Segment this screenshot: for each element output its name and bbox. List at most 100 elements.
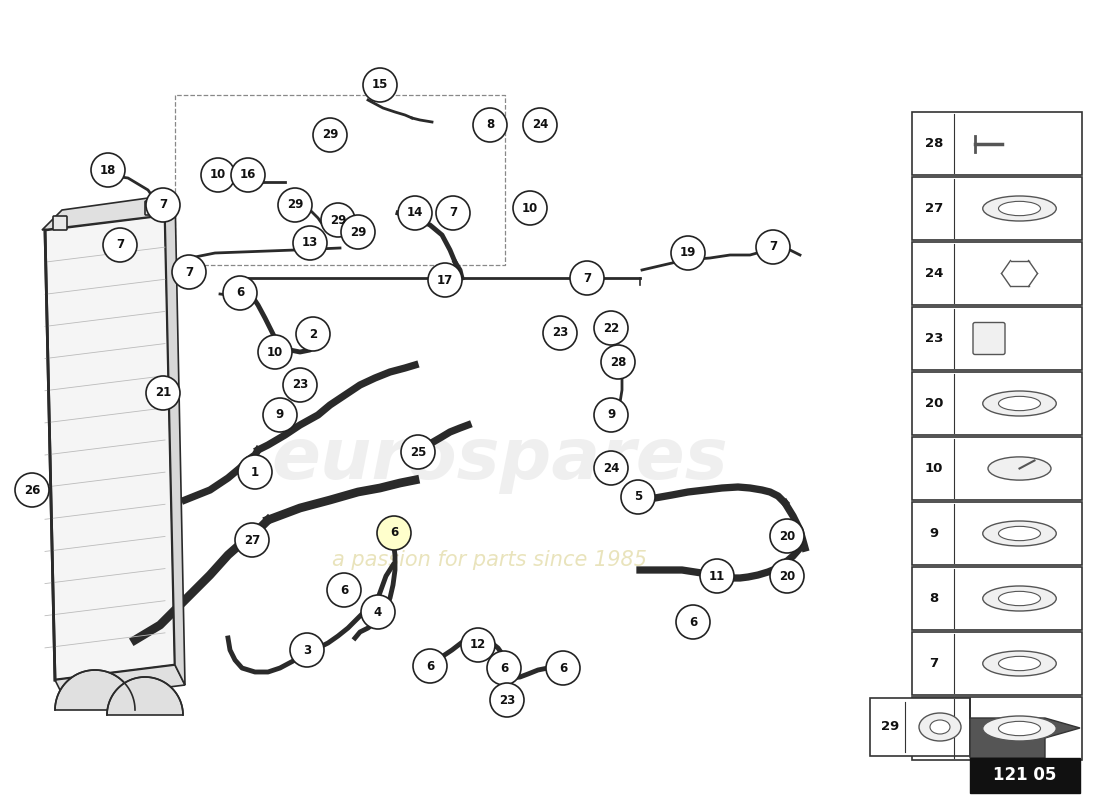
Circle shape [283,368,317,402]
Text: 27: 27 [244,534,260,546]
Circle shape [290,633,324,667]
Text: 22: 22 [603,322,619,334]
Text: 10: 10 [521,202,538,214]
Text: 8: 8 [486,118,494,131]
Circle shape [327,573,361,607]
Text: 7: 7 [158,198,167,211]
Circle shape [522,108,557,142]
Text: 23: 23 [925,332,943,345]
Ellipse shape [999,526,1041,541]
Circle shape [201,158,235,192]
FancyBboxPatch shape [912,567,1082,630]
Circle shape [238,455,272,489]
Circle shape [278,188,312,222]
Circle shape [594,311,628,345]
Text: 15: 15 [372,78,388,91]
FancyBboxPatch shape [912,307,1082,370]
Text: 20: 20 [779,570,795,582]
FancyBboxPatch shape [912,112,1082,175]
Circle shape [235,523,270,557]
Circle shape [594,398,628,432]
Circle shape [146,376,180,410]
Polygon shape [107,677,183,715]
Circle shape [756,230,790,264]
Text: 21: 21 [155,386,172,399]
Text: a passion for parts since 1985: a passion for parts since 1985 [332,550,648,570]
FancyBboxPatch shape [912,437,1082,500]
Circle shape [296,317,330,351]
Ellipse shape [918,713,961,741]
Circle shape [436,196,470,230]
Text: eurospares: eurospares [272,426,728,494]
Circle shape [263,398,297,432]
Text: 5: 5 [634,490,642,503]
Circle shape [461,628,495,662]
Circle shape [621,480,654,514]
Text: 26: 26 [24,483,41,497]
Circle shape [546,651,580,685]
Text: 27: 27 [925,202,943,215]
Circle shape [770,559,804,593]
Circle shape [91,153,125,187]
Circle shape [377,516,411,550]
FancyBboxPatch shape [145,201,160,215]
FancyBboxPatch shape [970,758,1080,793]
FancyBboxPatch shape [912,242,1082,305]
Text: 8: 8 [930,592,938,605]
Text: 6: 6 [499,662,508,674]
Text: 29: 29 [330,214,346,226]
Circle shape [570,261,604,295]
FancyBboxPatch shape [870,698,970,756]
Text: 3: 3 [302,643,311,657]
Text: 6: 6 [426,659,434,673]
Text: 2: 2 [309,327,317,341]
Circle shape [103,228,138,262]
Text: 24: 24 [531,118,548,131]
Polygon shape [42,195,170,230]
Ellipse shape [999,396,1041,410]
Circle shape [398,196,432,230]
Circle shape [412,649,447,683]
Text: 12: 12 [470,638,486,651]
Text: 14: 14 [407,206,424,219]
Text: 16: 16 [240,169,256,182]
Text: 7: 7 [449,206,458,219]
Text: 9: 9 [930,527,938,540]
Circle shape [293,226,327,260]
Text: 7: 7 [116,238,124,251]
Ellipse shape [982,651,1056,676]
Text: 29: 29 [287,198,304,211]
Text: 10: 10 [210,169,227,182]
Text: 29: 29 [881,721,899,734]
Text: 9: 9 [607,409,615,422]
Text: 13: 13 [301,237,318,250]
FancyBboxPatch shape [53,216,67,230]
FancyBboxPatch shape [974,322,1005,354]
Text: 6: 6 [235,286,244,299]
Circle shape [223,276,257,310]
Text: 10: 10 [267,346,283,358]
Circle shape [341,215,375,249]
Ellipse shape [999,202,1041,216]
Circle shape [601,345,635,379]
Circle shape [15,473,50,507]
Text: 24: 24 [603,462,619,474]
Ellipse shape [999,722,1041,736]
Text: 6: 6 [689,615,697,629]
Ellipse shape [930,720,950,734]
Circle shape [700,559,734,593]
Text: 7: 7 [583,271,591,285]
Circle shape [172,255,206,289]
Circle shape [473,108,507,142]
Circle shape [402,435,434,469]
Text: 29: 29 [350,226,366,238]
Polygon shape [55,670,135,710]
Circle shape [676,605,710,639]
FancyBboxPatch shape [912,697,1082,760]
Text: 24: 24 [925,267,943,280]
Circle shape [671,236,705,270]
Circle shape [487,651,521,685]
Text: 6: 6 [389,526,398,539]
Text: 23: 23 [292,378,308,391]
Text: 9: 9 [276,409,284,422]
